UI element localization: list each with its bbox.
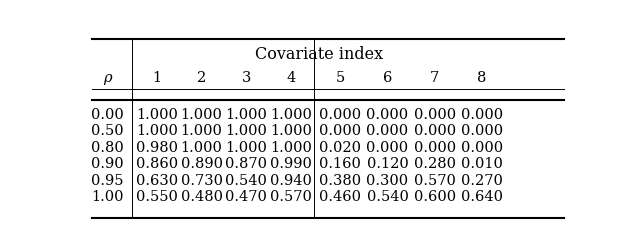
Text: Covariate index: Covariate index [255, 46, 383, 63]
Text: 0.890: 0.890 [180, 157, 223, 171]
Text: 0.000: 0.000 [367, 108, 408, 122]
Text: 0.860: 0.860 [136, 157, 178, 171]
Text: 0.00: 0.00 [91, 108, 124, 122]
Text: ρ: ρ [103, 71, 111, 85]
Text: 1.000: 1.000 [180, 141, 223, 155]
Text: 1.000: 1.000 [136, 108, 178, 122]
Text: 1.000: 1.000 [270, 108, 312, 122]
Text: 0.000: 0.000 [367, 124, 408, 138]
Text: 0.000: 0.000 [461, 124, 503, 138]
Text: 1: 1 [152, 71, 161, 85]
Text: 1.000: 1.000 [270, 124, 312, 138]
Text: 0.000: 0.000 [413, 108, 456, 122]
Text: 0.550: 0.550 [136, 190, 178, 204]
Text: 0.000: 0.000 [461, 141, 503, 155]
Text: 0.730: 0.730 [180, 174, 223, 188]
Text: 1.000: 1.000 [225, 141, 267, 155]
Text: 1.000: 1.000 [225, 108, 267, 122]
Text: 0.000: 0.000 [413, 124, 456, 138]
Text: 8: 8 [477, 71, 486, 85]
Text: 5: 5 [336, 71, 345, 85]
Text: 0.000: 0.000 [367, 141, 408, 155]
Text: 4: 4 [286, 71, 296, 85]
Text: 0.570: 0.570 [413, 174, 456, 188]
Text: 6: 6 [383, 71, 392, 85]
Text: 0.630: 0.630 [136, 174, 178, 188]
Text: 0.940: 0.940 [270, 174, 312, 188]
Text: 0.000: 0.000 [461, 108, 503, 122]
Text: 0.50: 0.50 [91, 124, 124, 138]
Text: 1.000: 1.000 [225, 124, 267, 138]
Text: 0.010: 0.010 [461, 157, 502, 171]
Text: 1.000: 1.000 [180, 124, 223, 138]
Text: 0.000: 0.000 [319, 108, 362, 122]
Text: 3: 3 [241, 71, 251, 85]
Text: 0.000: 0.000 [413, 141, 456, 155]
Text: 0.270: 0.270 [461, 174, 502, 188]
Text: 0.300: 0.300 [367, 174, 408, 188]
Text: 1.00: 1.00 [91, 190, 124, 204]
Text: 1.000: 1.000 [136, 124, 178, 138]
Text: 0.280: 0.280 [413, 157, 456, 171]
Text: 1.000: 1.000 [180, 108, 223, 122]
Text: 0.570: 0.570 [270, 190, 312, 204]
Text: 0.870: 0.870 [225, 157, 267, 171]
Text: 0.980: 0.980 [136, 141, 178, 155]
Text: 0.540: 0.540 [225, 174, 267, 188]
Text: 0.95: 0.95 [91, 174, 124, 188]
Text: 0.640: 0.640 [461, 190, 503, 204]
Text: 0.470: 0.470 [225, 190, 267, 204]
Text: 0.020: 0.020 [319, 141, 362, 155]
Text: 0.120: 0.120 [367, 157, 408, 171]
Text: 0.480: 0.480 [180, 190, 223, 204]
Text: 7: 7 [430, 71, 439, 85]
Text: 0.600: 0.600 [413, 190, 456, 204]
Text: 0.90: 0.90 [91, 157, 124, 171]
Text: 2: 2 [197, 71, 206, 85]
Text: 0.80: 0.80 [91, 141, 124, 155]
Text: 0.000: 0.000 [319, 124, 362, 138]
Text: 0.460: 0.460 [319, 190, 362, 204]
Text: 0.380: 0.380 [319, 174, 362, 188]
Text: 0.160: 0.160 [319, 157, 362, 171]
Text: 0.990: 0.990 [270, 157, 312, 171]
Text: 0.540: 0.540 [367, 190, 408, 204]
Text: 1.000: 1.000 [270, 141, 312, 155]
